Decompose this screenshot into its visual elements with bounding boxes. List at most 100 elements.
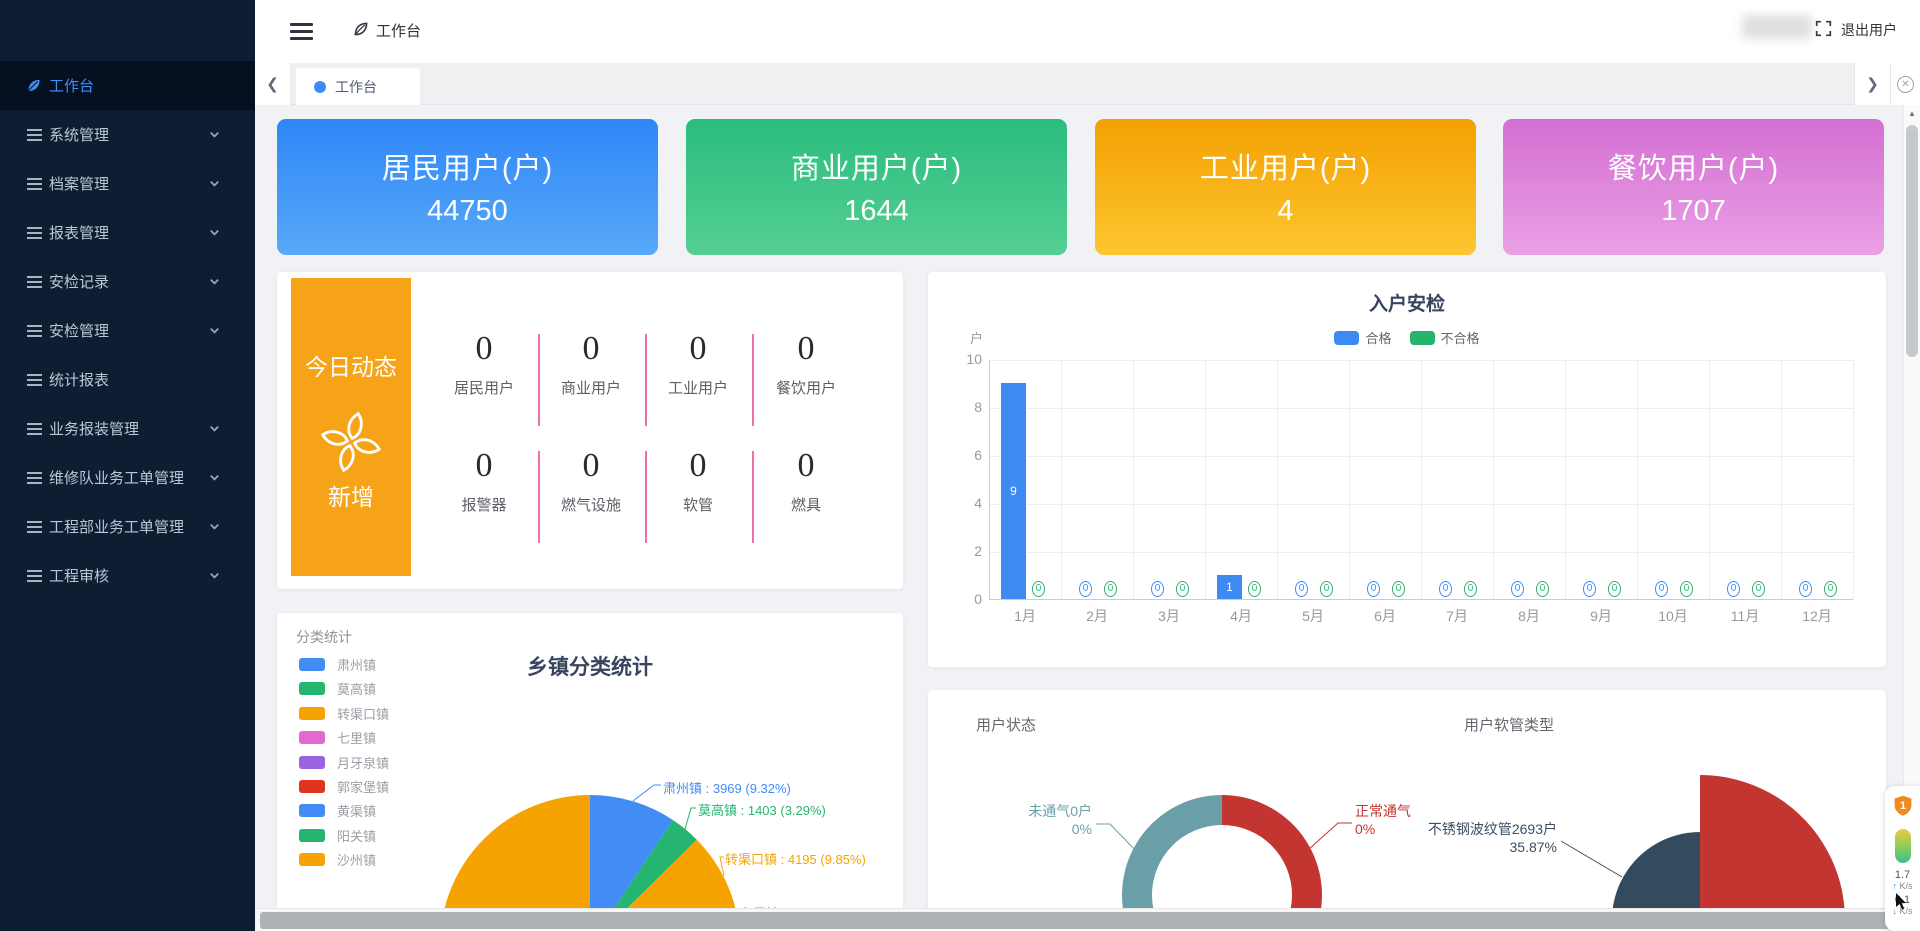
zero-label-不合格-5月: 0	[1320, 581, 1333, 597]
zero-label-合格-9月: 0	[1583, 581, 1596, 597]
pie-callout-label: 转渠口镇 : 4195 (9.85%)	[725, 852, 866, 867]
tabs-scroll-right-button[interactable]: ❯	[1854, 63, 1890, 105]
zero-label-不合格-10月: 0	[1680, 581, 1693, 597]
zero-label-合格-8月: 0	[1511, 581, 1524, 597]
leaf-icon	[26, 78, 42, 94]
stat-card-value: 44750	[427, 195, 508, 227]
sidebar-item-10[interactable]: 工程审核	[0, 551, 255, 600]
stat-card-1[interactable]: 商业用户(户) 1644	[686, 119, 1067, 255]
stat-card-2[interactable]: 工业用户(户) 4	[1095, 119, 1476, 255]
pie-legend-item-阳关镇[interactable]: 阳关镇	[299, 826, 376, 845]
pie-leader-line	[684, 807, 696, 830]
pie-legend-item-七里镇[interactable]: 七里镇	[299, 728, 376, 747]
sidebar-item-2[interactable]: 档案管理	[0, 159, 255, 208]
sidebar-item-label: 档案管理	[49, 176, 110, 193]
zero-label-不合格-3月: 0	[1176, 581, 1189, 597]
x-tick-label: 8月	[1518, 608, 1540, 624]
hamburger-menu-icon[interactable]	[290, 23, 313, 40]
vertical-scrollbar-thumb[interactable]	[1906, 125, 1918, 357]
gridline-v	[1421, 360, 1422, 599]
stat-card-title: 居民用户(户)	[381, 153, 554, 185]
today-stat: 0 工业用户	[638, 330, 758, 398]
x-tick-label: 12月	[1802, 608, 1832, 624]
today-stat: 0 燃气设施	[531, 447, 651, 515]
today-stat-label: 工业用户	[667, 380, 728, 397]
sidebar-item-label: 统计报表	[49, 372, 110, 389]
pie-legend-item-沙州镇[interactable]: 沙州镇	[299, 850, 376, 869]
chevron-down-icon	[208, 422, 222, 436]
zero-label-不合格-8月: 0	[1536, 581, 1549, 597]
pie-legend-item-转渠口镇[interactable]: 转渠口镇	[299, 704, 389, 723]
legend-item-合格[interactable]: 合格	[1334, 328, 1392, 347]
today-stat-value: 0	[582, 447, 600, 484]
pie-legend-item-莫高镇[interactable]: 莫高镇	[299, 679, 376, 698]
inspection-chart-title: 入户安检	[1368, 294, 1445, 315]
horizontal-scrollbar[interactable]	[255, 908, 1903, 931]
sidebar-item-5[interactable]: 安检管理	[0, 306, 255, 355]
sidebar-item-4[interactable]: 安检记录	[0, 257, 255, 306]
callout-line: 未通气0户	[1028, 803, 1092, 819]
x-tick-label: 4月	[1230, 608, 1252, 624]
zero-label-不合格-12月: 0	[1824, 581, 1837, 597]
rose-slice-big	[1686, 775, 1845, 931]
sidebar-item-label: 系统管理	[49, 127, 110, 144]
sidebar-item-3[interactable]: 报表管理	[0, 208, 255, 257]
upload-speed-value: 1.7	[1894, 869, 1911, 881]
legend-swatch	[299, 804, 325, 818]
today-stat-label: 软管	[682, 497, 713, 514]
legend-item-不合格[interactable]: 不合格	[1409, 328, 1480, 347]
tabs-scroll-left-button[interactable]: ❮	[255, 63, 291, 105]
chevron-down-icon	[208, 226, 222, 240]
scroll-up-arrow[interactable]: ▲	[1908, 109, 1916, 118]
zero-label-合格-10月: 0	[1655, 581, 1668, 597]
pie-legend-item-黄渠镇[interactable]: 黄渠镇	[299, 801, 376, 820]
sidebar-item-6[interactable]: 统计报表	[0, 355, 255, 404]
today-stat: 0 餐饮用户	[746, 330, 866, 398]
tabs-bar: ❮ 工作台 ❯ ✕	[255, 63, 1920, 105]
sidebar-item-8[interactable]: 维修队业务工单管理	[0, 453, 255, 502]
township-pie-card: 分类统计 肃州镇 莫高镇 转渠口镇 七里镇 月牙泉镇 郭家堡镇 黄渠镇 阳关镇 沙州镇 乡镇分类…	[277, 613, 903, 931]
hose-type-label: 用户软管类型	[1464, 717, 1555, 734]
sidebar-item-7[interactable]: 业务报装管理	[0, 404, 255, 453]
pie-panel-label: 分类统计	[296, 629, 352, 645]
list-icon	[26, 225, 42, 241]
zero-label-不合格-2月: 0	[1104, 581, 1117, 597]
chevron-down-icon	[208, 324, 222, 338]
y-tick-label: 6	[974, 447, 982, 463]
gridline-v	[1349, 360, 1350, 599]
sidebar-item-9[interactable]: 工程部业务工单管理	[0, 502, 255, 551]
pie-legend-item-郭家堡镇[interactable]: 郭家堡镇	[299, 777, 389, 796]
y-tick-label: 0	[974, 591, 982, 607]
shield-badge-icon[interactable]: 1	[1885, 794, 1920, 822]
pie-leader-line	[632, 784, 661, 802]
today-stat-value: 0	[582, 330, 600, 367]
horizontal-scrollbar-thumb[interactable]	[260, 912, 1898, 929]
vertical-scrollbar[interactable]: ▲	[1903, 105, 1920, 908]
divider	[538, 334, 540, 426]
legend-label: 肃州镇	[337, 658, 377, 673]
legend-swatch	[299, 828, 325, 842]
fullscreen-icon[interactable]	[1815, 20, 1832, 37]
download-speed-unit: ↓ K/s	[1892, 906, 1913, 916]
today-stat: 0 居民用户	[424, 330, 544, 398]
callout-leader-line	[1096, 823, 1138, 853]
tab-workbench[interactable]: 工作台	[296, 68, 420, 105]
stat-card-0[interactable]: 居民用户(户) 44750	[277, 119, 658, 255]
pie-legend-item-月牙泉镇[interactable]: 月牙泉镇	[299, 753, 389, 772]
legend-swatch	[1334, 330, 1360, 345]
legend-swatch	[299, 658, 325, 671]
stat-card-3[interactable]: 餐饮用户(户) 1707	[1503, 119, 1884, 255]
y-axis-unit-label: 户	[970, 331, 984, 346]
legend-swatch	[299, 755, 325, 769]
tabs-close-all-button[interactable]: ✕	[1890, 63, 1920, 105]
sidebar-item-workbench[interactable]: 工作台	[0, 61, 255, 110]
legend-label: 合格	[1365, 331, 1392, 346]
pie-legend-item-肃州镇[interactable]: 肃州镇	[299, 655, 376, 674]
x-tick-label: 3月	[1158, 608, 1180, 624]
sidebar-item-1[interactable]: 系统管理	[0, 110, 255, 159]
logout-button[interactable]: 退出用户	[1841, 22, 1897, 38]
today-dynamics-title: 今日动态	[305, 354, 397, 380]
list-icon	[26, 421, 42, 437]
